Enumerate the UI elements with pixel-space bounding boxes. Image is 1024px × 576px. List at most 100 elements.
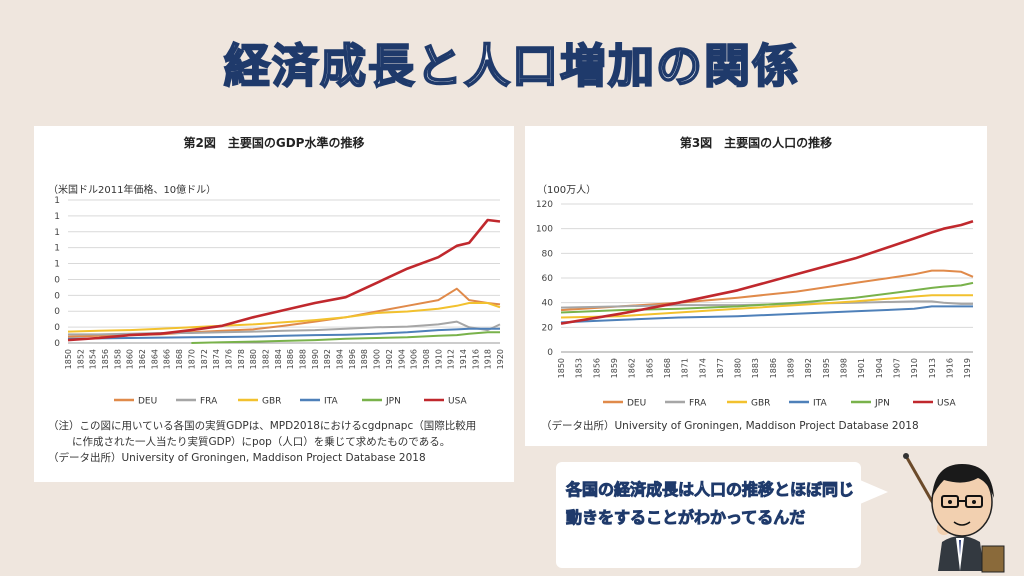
gdp-note-1: （注）この図に用いている各国の実質GDPは、MPD2018におけるcgdpnap…: [48, 420, 477, 432]
x-tick-label: 1908: [422, 349, 431, 369]
gdp-data-source: （データ出所）University of Groningen, Maddison…: [48, 452, 426, 464]
series-line-gbr: [67, 302, 501, 333]
x-tick-label: 1866: [163, 349, 172, 369]
x-tick-label: 1916: [945, 358, 954, 378]
x-tick-label: 1856: [101, 349, 110, 369]
legend-label-deu: DEU: [138, 397, 157, 407]
x-tick-label: 1894: [336, 349, 345, 369]
x-tick-label: 1910: [910, 358, 919, 378]
gdp-note-2: に作成された一人当たり実質GDP）にpop（人口）を乗じて求めたものである。: [72, 436, 451, 448]
x-tick-label: 1880: [734, 358, 743, 378]
legend-label-gbr: GBR: [751, 399, 770, 409]
legend-label-usa: USA: [448, 397, 467, 407]
population-chart-heading: 第3図 主要国の人口の推移: [679, 136, 833, 150]
x-tick-label: 1878: [237, 349, 246, 369]
series-line-jpn: [560, 281, 974, 314]
x-tick-label: 1918: [484, 349, 493, 369]
legend-label-ita: ITA: [813, 399, 827, 409]
y-tick-label: 1: [54, 228, 60, 238]
x-tick-label: 1898: [360, 349, 369, 369]
x-tick-label: 1916: [471, 349, 480, 369]
y-tick-label: 60: [542, 274, 554, 284]
legend-label-ita: ITA: [324, 397, 338, 407]
x-tick-label: 1886: [769, 358, 778, 378]
x-tick-label: 1860: [126, 349, 135, 369]
x-tick-label: 1876: [224, 349, 233, 369]
legend-label-gbr: GBR: [262, 397, 281, 407]
x-tick-label: 1907: [892, 358, 901, 378]
gdp-chart-panel: 第2図 主要国のGDP水準の推移 （米国ドル2011年価格、10億ドル） 0 0 0…: [34, 126, 514, 482]
legend-label-deu: DEU: [627, 399, 646, 409]
x-tick-label: 1904: [397, 349, 406, 369]
x-tick-label: 1896: [348, 349, 357, 369]
population-chart-panel: 第3図 主要国の人口の推移 （100万人） 0 20 40 60 80 100 120 185…: [525, 126, 987, 446]
x-tick-label: 1919: [963, 358, 972, 378]
y-tick-label: 40: [542, 299, 554, 309]
x-tick-label: 1883: [751, 358, 760, 378]
population-data-source: （データ出所）University of Groningen, Maddison…: [541, 420, 919, 432]
legend-label-jpn: JPN: [385, 397, 401, 407]
x-tick-label: 1864: [150, 349, 159, 369]
y-tick-label: 100: [536, 225, 553, 235]
character-mouth: [953, 521, 971, 526]
x-tick-label: 1892: [323, 349, 332, 369]
x-tick-label: 1892: [804, 358, 813, 378]
y-tick-label: 0: [54, 307, 60, 317]
speech-bubble: 各国の経済成長は人口の推移とほぼ同じ動きをすることがわかってるんだ: [556, 462, 861, 568]
x-tick-label: 1877: [716, 358, 725, 378]
x-tick-label: 1895: [822, 358, 831, 378]
y-tick-label: 0: [54, 339, 60, 349]
x-tick-label: 1850: [557, 358, 566, 378]
legend-label-jpn: JPN: [874, 399, 890, 409]
y-tick-label: 0: [54, 275, 60, 285]
x-tick-label: 1859: [610, 358, 619, 378]
x-tick-label: 1852: [76, 349, 85, 369]
x-tick-label: 1889: [787, 358, 796, 378]
pointer-tip: [903, 453, 909, 459]
series-line-gbr: [560, 294, 973, 319]
x-tick-label: 1898: [840, 358, 849, 378]
legend-label-fra: FRA: [689, 399, 707, 409]
y-tick-label: 0: [54, 323, 60, 333]
y-tick-label: 1: [54, 196, 60, 206]
speech-text: 各国の経済成長は人口の推移とほぼ同じ動きをすることがわかってるんだ: [566, 480, 855, 528]
page-title: 経済成長と人口増加の関係: [223, 38, 800, 94]
x-tick-label: 1890: [311, 349, 320, 369]
series-line-fra: [68, 320, 501, 336]
y-tick-label: 1: [54, 260, 60, 270]
x-tick-label: 1888: [299, 349, 308, 369]
speech-bubble-tail: [860, 480, 888, 504]
x-tick-label: 1853: [575, 358, 584, 378]
x-tick-label: 1902: [385, 349, 394, 369]
character-hair: [932, 464, 994, 498]
series-line-ita: [67, 327, 500, 340]
x-tick-label: 1900: [373, 349, 382, 369]
y-tick-label: 20: [542, 323, 554, 333]
character-tie: [959, 540, 961, 556]
y-tick-label: 0: [54, 291, 60, 301]
x-tick-label: 1920: [496, 349, 505, 369]
x-tick-label: 1872: [200, 349, 209, 369]
teacher-character-illustration: [903, 453, 1005, 573]
x-tick-label: 1871: [681, 358, 690, 378]
y-tick-label: 120: [536, 200, 553, 210]
x-tick-label: 1868: [175, 349, 184, 369]
x-tick-label: 1856: [592, 358, 601, 378]
y-tick-label: 0: [547, 348, 553, 358]
character-book: [981, 545, 1005, 573]
x-tick-label: 1862: [628, 358, 637, 378]
y-tick-label: 1: [54, 212, 60, 222]
population-chart: 0 20 40 60 80 100 120 1850 1853 1856 1859 1862 1865 1…: [536, 200, 974, 409]
series-line-usa: [67, 218, 501, 342]
x-tick-label: 1882: [261, 349, 270, 369]
x-tick-label: 1858: [113, 349, 122, 369]
x-tick-label: 1870: [187, 349, 196, 369]
legend-label-fra: FRA: [200, 397, 218, 407]
x-tick-label: 1874: [212, 349, 221, 369]
x-tick-label: 1865: [645, 358, 654, 378]
gdp-chart-unit: （米国ドル2011年価格、10億ドル）: [48, 185, 217, 196]
series-line-jpn: [191, 331, 500, 344]
x-tick-label: 1912: [447, 349, 456, 369]
x-tick-label: 1886: [286, 349, 295, 369]
